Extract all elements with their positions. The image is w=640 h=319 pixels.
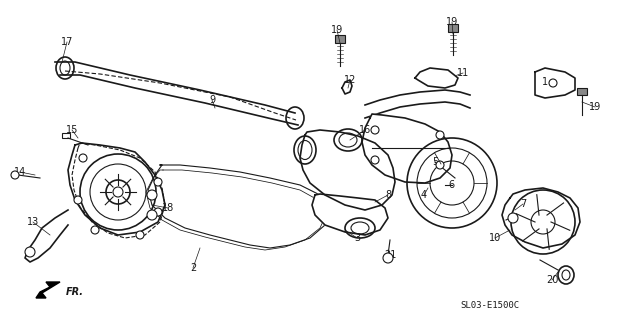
Circle shape bbox=[436, 131, 444, 139]
Circle shape bbox=[549, 79, 557, 87]
Circle shape bbox=[508, 213, 518, 223]
Text: 16: 16 bbox=[359, 125, 371, 135]
Text: 10: 10 bbox=[489, 233, 501, 243]
Circle shape bbox=[371, 126, 379, 134]
FancyBboxPatch shape bbox=[577, 88, 587, 95]
Polygon shape bbox=[25, 210, 68, 262]
Polygon shape bbox=[535, 68, 575, 98]
Text: 4: 4 bbox=[421, 190, 427, 200]
Polygon shape bbox=[68, 143, 165, 235]
Text: 15: 15 bbox=[66, 125, 78, 135]
Text: 19: 19 bbox=[446, 17, 458, 27]
Text: 18: 18 bbox=[162, 203, 174, 213]
Text: 19: 19 bbox=[589, 102, 601, 112]
Polygon shape bbox=[362, 114, 452, 183]
Circle shape bbox=[74, 196, 82, 204]
Circle shape bbox=[136, 231, 144, 239]
Circle shape bbox=[154, 208, 162, 216]
Text: 20: 20 bbox=[546, 275, 558, 285]
Polygon shape bbox=[312, 194, 388, 235]
Circle shape bbox=[154, 178, 162, 186]
Circle shape bbox=[436, 161, 444, 169]
FancyBboxPatch shape bbox=[335, 35, 345, 43]
Text: 3: 3 bbox=[354, 233, 360, 243]
Text: 9: 9 bbox=[209, 95, 215, 105]
Ellipse shape bbox=[558, 266, 574, 284]
Text: 14: 14 bbox=[14, 167, 26, 177]
FancyBboxPatch shape bbox=[62, 133, 70, 138]
Circle shape bbox=[147, 190, 157, 200]
Text: 6: 6 bbox=[448, 180, 454, 190]
Polygon shape bbox=[415, 68, 458, 88]
Circle shape bbox=[91, 226, 99, 234]
Text: SL03-E1500C: SL03-E1500C bbox=[460, 300, 520, 309]
Text: 2: 2 bbox=[190, 263, 196, 273]
Circle shape bbox=[383, 253, 393, 263]
Text: 7: 7 bbox=[520, 199, 526, 209]
Text: 19: 19 bbox=[331, 25, 343, 35]
Text: 13: 13 bbox=[27, 217, 39, 227]
Text: 17: 17 bbox=[61, 37, 73, 47]
Text: 11: 11 bbox=[457, 68, 469, 78]
Text: 8: 8 bbox=[385, 190, 391, 200]
Circle shape bbox=[11, 171, 19, 179]
Text: 21: 21 bbox=[384, 250, 396, 260]
Polygon shape bbox=[36, 282, 60, 298]
Text: FR.: FR. bbox=[66, 287, 84, 297]
Polygon shape bbox=[300, 130, 395, 210]
Text: 12: 12 bbox=[344, 75, 356, 85]
Text: 5: 5 bbox=[432, 157, 438, 167]
Circle shape bbox=[371, 156, 379, 164]
Circle shape bbox=[79, 154, 87, 162]
Text: 1: 1 bbox=[542, 77, 548, 87]
Circle shape bbox=[147, 210, 157, 220]
FancyBboxPatch shape bbox=[448, 24, 458, 32]
Polygon shape bbox=[502, 188, 580, 248]
Circle shape bbox=[25, 247, 35, 257]
